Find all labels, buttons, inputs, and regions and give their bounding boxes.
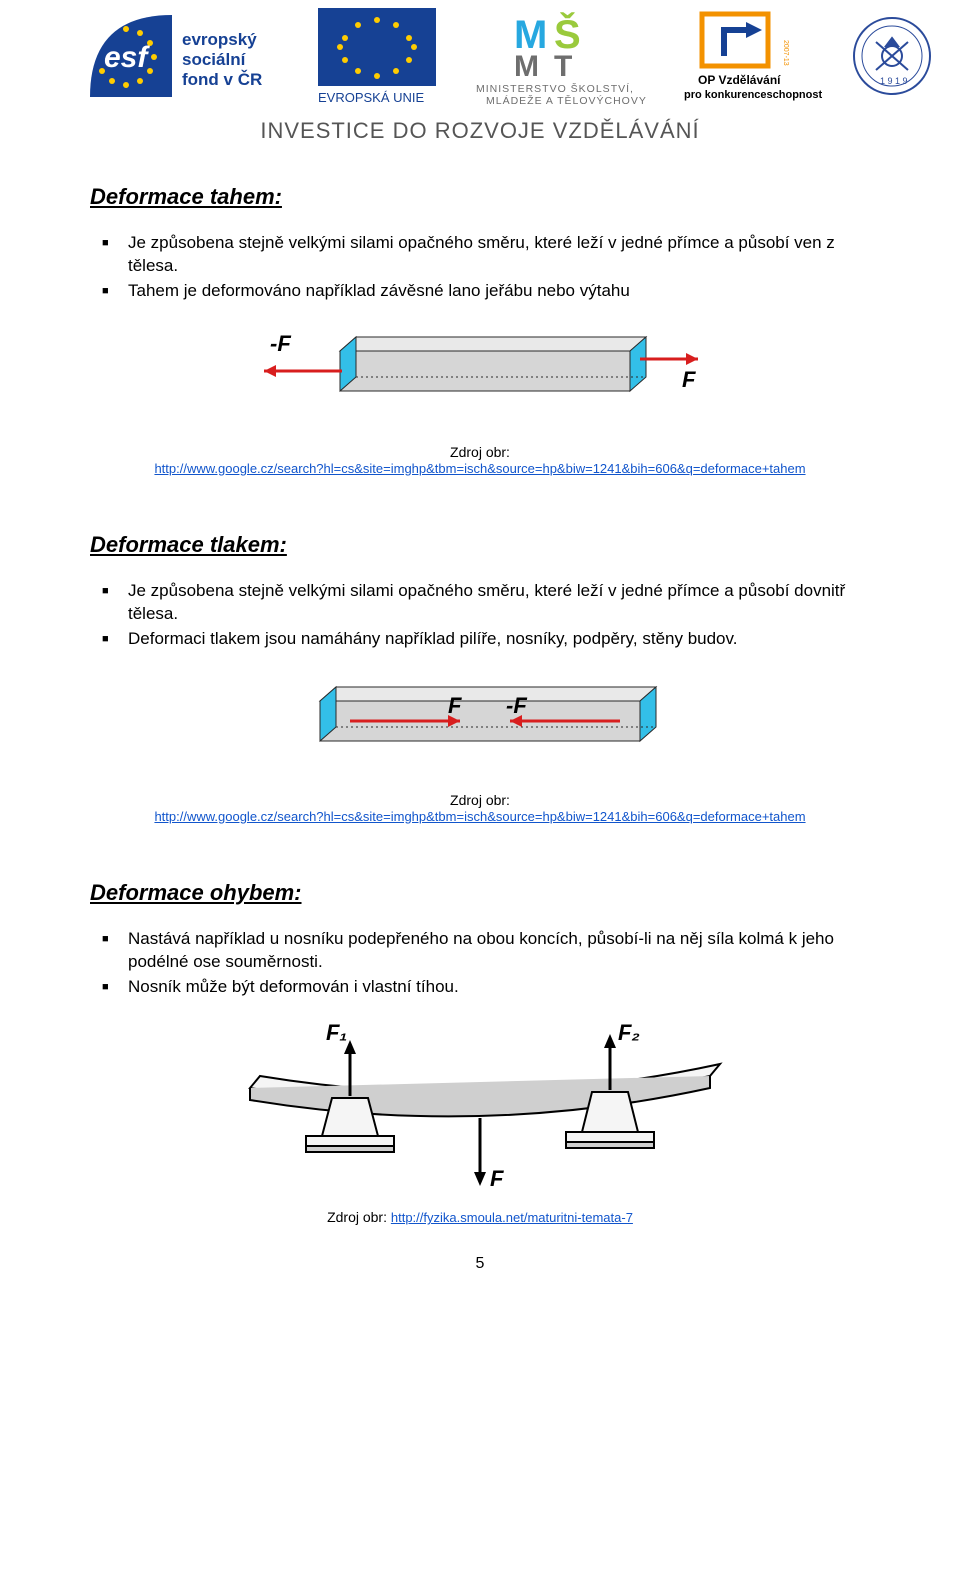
- force-label-left: -F: [270, 331, 291, 356]
- list-item: Je způsobena stejně velkými silami opačn…: [128, 232, 870, 278]
- force-label-right: F: [682, 367, 696, 392]
- section1-caption: Zdroj obr: http://www.google.cz/search?h…: [90, 444, 870, 476]
- section3-caption: Zdroj obr: http://fyzika.smoula.net/matu…: [90, 1209, 870, 1225]
- svg-text:1 9 1 9: 1 9 1 9: [880, 76, 908, 86]
- section3-source-link[interactable]: http://fyzika.smoula.net/maturitni-temat…: [391, 1210, 633, 1225]
- caption-label: Zdroj obr:: [450, 444, 510, 460]
- header-logo-row: esf evropský sociální fond v ČR EVROPSKÁ…: [90, 0, 870, 110]
- svg-text:M: M: [514, 50, 539, 83]
- section2-figure: F -F Zdroj obr: http://www.google.cz/sea…: [90, 671, 870, 824]
- force-label-f: F: [490, 1166, 504, 1191]
- logo-eu: EVROPSKÁ UNIE: [318, 8, 458, 104]
- list-item: Deformaci tlakem jsou namáhány například…: [128, 628, 870, 651]
- section2-caption: Zdroj obr: http://www.google.cz/search?h…: [90, 792, 870, 824]
- force-label-right: -F: [506, 693, 527, 718]
- section3-figure: F₁ F₂ F Zdroj obr: http://fyzika.smoula.…: [90, 1018, 870, 1225]
- section3-title: Deformace ohybem:: [90, 880, 870, 906]
- caption-label: Zdroj obr:: [327, 1209, 387, 1225]
- esf-text-3: fond v ČR: [182, 70, 262, 89]
- section2-title: Deformace tlakem:: [90, 532, 870, 558]
- list-item: Tahem je deformováno například závěsné l…: [128, 280, 870, 303]
- svg-text:2007-13: 2007-13: [782, 40, 789, 66]
- svg-text:esf: esf: [104, 41, 150, 74]
- esf-text-2: sociální: [182, 50, 247, 69]
- force-label-f1: F₁: [326, 1020, 347, 1045]
- list-item: Nosník může být deformován i vlastní tíh…: [128, 976, 870, 999]
- list-item: Je způsobena stejně velkými silami opačn…: [128, 580, 870, 626]
- section1-bullets: Je způsobena stejně velkými silami opačn…: [90, 232, 870, 303]
- eu-label: EVROPSKÁ UNIE: [318, 90, 425, 104]
- logo-esf: esf evropský sociální fond v ČR: [90, 15, 300, 97]
- section1-figure: -F F Zdroj obr: http://www.google.cz/sea…: [90, 323, 870, 476]
- section3-bullets: Nastává například u nosníku podepřeného …: [90, 928, 870, 999]
- msmt-line1: MINISTERSTVO ŠKOLSTVÍ,: [476, 82, 634, 95]
- list-item: Nastává například u nosníku podepřeného …: [128, 928, 870, 974]
- section2-bullets: Je způsobena stejně velkými silami opačn…: [90, 580, 870, 651]
- logo-msmt: M Š M T MINISTERSTVO ŠKOLSTVÍ, MLÁDEŽE A…: [476, 8, 666, 104]
- force-label-f2: F₂: [618, 1020, 640, 1045]
- caption-label: Zdroj obr:: [450, 792, 510, 808]
- section1-source-link[interactable]: http://www.google.cz/search?hl=cs&site=i…: [154, 461, 805, 476]
- logo-opvk: 2007-13 OP Vzdělávání pro konkurencescho…: [684, 8, 834, 104]
- section2-source-link[interactable]: http://www.google.cz/search?hl=cs&site=i…: [154, 809, 805, 824]
- force-label-left: F: [448, 693, 462, 718]
- svg-text:T: T: [554, 50, 572, 83]
- msmt-line2: MLÁDEŽE A TĚLOVÝCHOVY: [486, 94, 647, 104]
- opvk-line2: pro konkurenceschopnost: [684, 89, 822, 101]
- page-number: 5: [90, 1255, 870, 1273]
- opvk-line1: OP Vzdělávání: [698, 73, 781, 87]
- section1-title: Deformace tahem:: [90, 184, 870, 210]
- banner-text: INVESTICE DO ROZVOJE VZDĚLÁVÁNÍ: [90, 118, 870, 144]
- esf-text-1: evropský: [182, 30, 257, 49]
- logo-stamp: 1 9 1 9: [852, 16, 932, 96]
